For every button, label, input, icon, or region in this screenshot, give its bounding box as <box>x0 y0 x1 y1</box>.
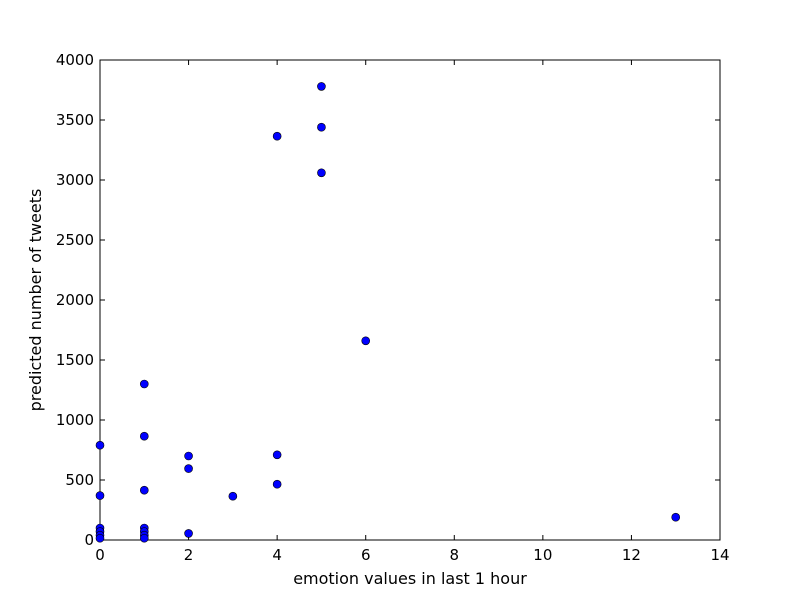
data-point <box>139 379 149 389</box>
data-point <box>228 491 238 501</box>
x-tick-label: 4 <box>272 546 282 564</box>
data-point <box>184 451 193 461</box>
y-tick-label: 1000 <box>56 411 94 429</box>
x-tick-label: 10 <box>533 546 552 564</box>
x-tick-label: 0 <box>95 546 105 564</box>
y-axis-label: predicted number of tweets <box>26 189 45 412</box>
data-point <box>671 512 681 522</box>
y-tick-label: 500 <box>65 471 94 489</box>
x-tick-label: 12 <box>622 546 641 564</box>
data-point <box>317 122 326 132</box>
data-point <box>317 168 326 178</box>
y-tick-label: 4000 <box>56 51 94 69</box>
x-tick-label: 6 <box>361 546 371 564</box>
data-point <box>95 533 105 543</box>
data-point <box>95 440 105 450</box>
data-point <box>95 491 105 500</box>
x-axis-ticks: 0 2 4 6 8 10 12 14 <box>95 60 730 564</box>
data-point <box>361 336 371 346</box>
data-point <box>139 485 149 495</box>
data-point <box>184 529 193 538</box>
y-tick-label: 0 <box>84 531 94 549</box>
data-point <box>139 431 149 441</box>
data-point <box>272 450 282 460</box>
data-points <box>95 82 681 543</box>
data-point <box>317 82 326 91</box>
data-point <box>272 479 282 489</box>
y-tick-label: 2500 <box>56 231 94 249</box>
y-tick-label: 3000 <box>56 171 94 189</box>
y-tick-label: 2000 <box>56 291 94 309</box>
data-point <box>139 533 149 543</box>
x-tick-label: 8 <box>450 546 460 564</box>
data-point <box>272 131 282 141</box>
data-point <box>184 464 193 473</box>
x-tick-label: 2 <box>184 546 194 564</box>
x-axis-label: emotion values in last 1 hour <box>293 569 527 588</box>
y-tick-label: 1500 <box>56 351 94 369</box>
plot-area <box>99 59 721 541</box>
x-tick-label: 14 <box>710 546 729 564</box>
y-tick-label: 3500 <box>56 111 94 129</box>
